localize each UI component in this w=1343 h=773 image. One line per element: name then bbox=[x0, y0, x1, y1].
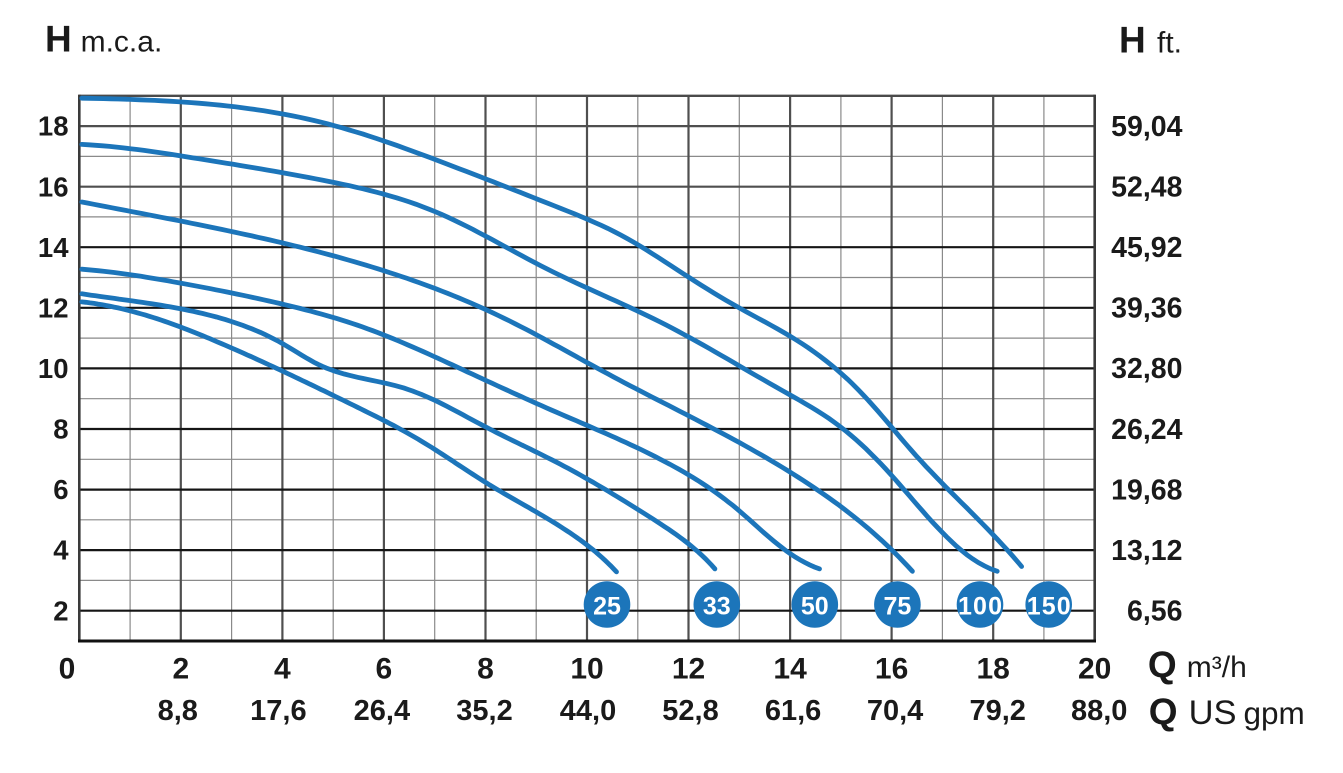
svg-text:2: 2 bbox=[172, 653, 189, 686]
svg-text:79,2: 79,2 bbox=[969, 695, 1025, 727]
svg-text:4: 4 bbox=[53, 535, 69, 566]
svg-text:45,92: 45,92 bbox=[1111, 232, 1182, 264]
svg-text:4: 4 bbox=[274, 653, 291, 686]
svg-text:32,80: 32,80 bbox=[1111, 353, 1182, 385]
svg-text:44,0: 44,0 bbox=[560, 695, 616, 727]
svg-text:m³/h: m³/h bbox=[1187, 651, 1247, 684]
svg-text:100: 100 bbox=[958, 593, 1002, 621]
svg-text:33: 33 bbox=[703, 593, 731, 621]
svg-text:61,6: 61,6 bbox=[765, 695, 821, 727]
svg-text:26,24: 26,24 bbox=[1111, 414, 1182, 446]
svg-text:US: US bbox=[1189, 694, 1237, 732]
svg-text:18: 18 bbox=[977, 653, 1010, 686]
svg-text:16: 16 bbox=[38, 171, 69, 202]
svg-text:59,04: 59,04 bbox=[1111, 111, 1182, 143]
svg-text:50: 50 bbox=[801, 593, 829, 621]
svg-text:2: 2 bbox=[53, 595, 68, 626]
svg-text:75: 75 bbox=[883, 593, 911, 621]
svg-text:H: H bbox=[45, 19, 72, 60]
svg-text:6: 6 bbox=[376, 653, 393, 686]
svg-text:ft.: ft. bbox=[1157, 27, 1182, 60]
svg-text:20: 20 bbox=[1078, 653, 1111, 686]
svg-text:12: 12 bbox=[38, 292, 69, 323]
svg-text:6,56: 6,56 bbox=[1127, 596, 1182, 628]
svg-text:10: 10 bbox=[38, 353, 69, 384]
svg-text:12: 12 bbox=[672, 653, 705, 686]
svg-text:70,4: 70,4 bbox=[867, 695, 923, 727]
svg-text:Q: Q bbox=[1149, 691, 1178, 732]
svg-text:14: 14 bbox=[773, 653, 807, 686]
svg-text:26,4: 26,4 bbox=[354, 695, 410, 727]
svg-text:10: 10 bbox=[570, 653, 603, 686]
svg-text:25: 25 bbox=[593, 593, 621, 621]
svg-text:88,0: 88,0 bbox=[1071, 695, 1127, 727]
svg-text:6: 6 bbox=[53, 474, 68, 505]
svg-text:8: 8 bbox=[477, 653, 494, 686]
svg-text:H: H bbox=[1119, 20, 1146, 61]
svg-text:Q: Q bbox=[1148, 644, 1177, 685]
svg-text:13,12: 13,12 bbox=[1111, 535, 1182, 567]
svg-text:m.c.a.: m.c.a. bbox=[81, 26, 163, 59]
svg-text:gpm: gpm bbox=[1244, 695, 1305, 731]
svg-text:150: 150 bbox=[1027, 593, 1071, 621]
svg-text:8,8: 8,8 bbox=[158, 695, 198, 727]
svg-text:17,6: 17,6 bbox=[250, 695, 306, 727]
svg-text:35,2: 35,2 bbox=[456, 695, 512, 727]
svg-text:0: 0 bbox=[59, 653, 76, 686]
svg-text:19,68: 19,68 bbox=[1111, 474, 1182, 506]
svg-text:18: 18 bbox=[38, 111, 69, 142]
svg-text:8: 8 bbox=[53, 414, 68, 445]
svg-text:39,36: 39,36 bbox=[1111, 293, 1182, 325]
svg-text:52,48: 52,48 bbox=[1111, 172, 1182, 204]
svg-text:16: 16 bbox=[875, 653, 908, 686]
svg-text:52,8: 52,8 bbox=[662, 695, 718, 727]
svg-text:14: 14 bbox=[38, 232, 69, 263]
